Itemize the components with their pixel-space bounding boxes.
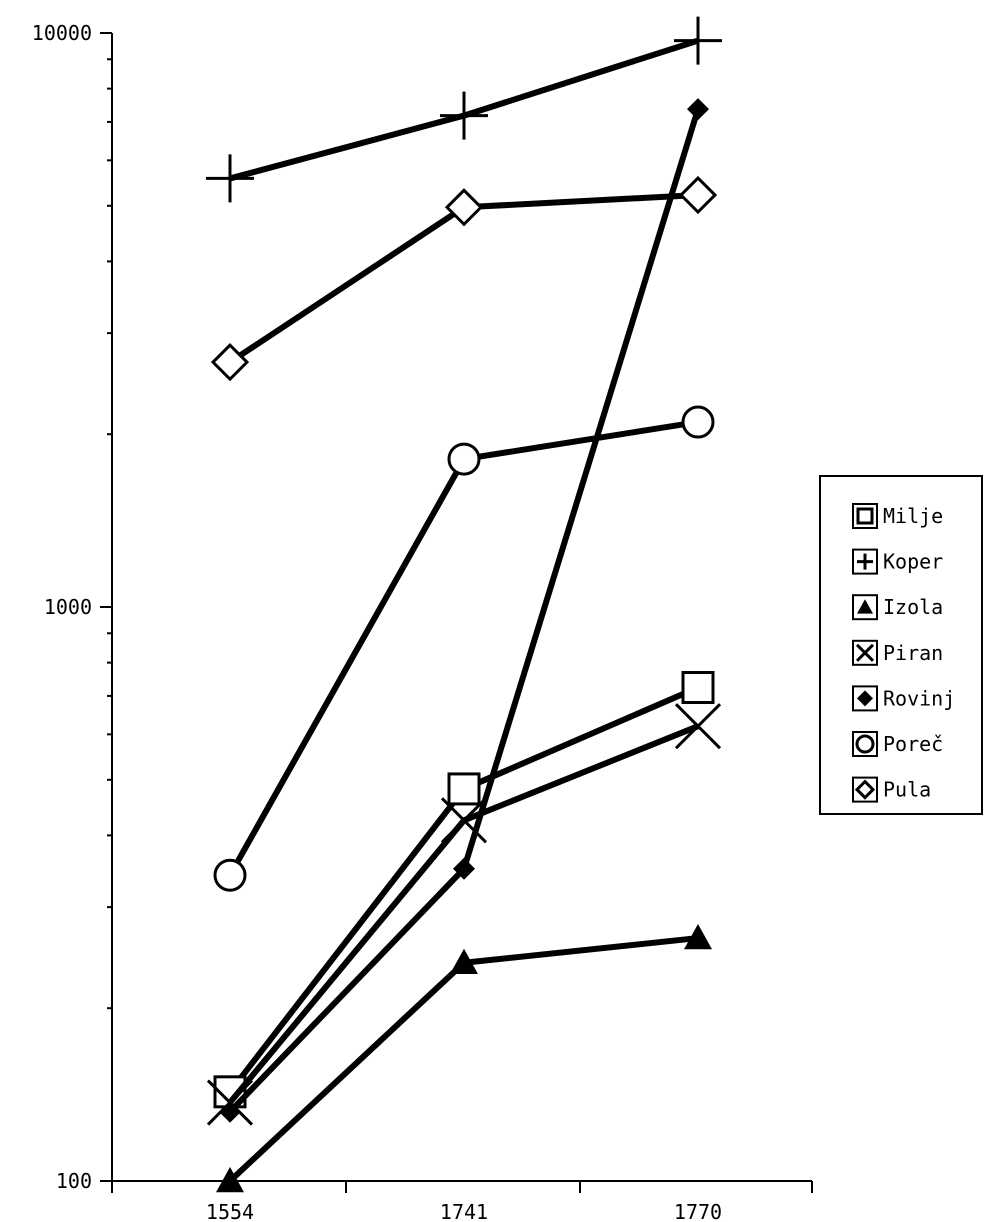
data-point-izola: [684, 924, 712, 950]
legend-marker-izola: [857, 599, 873, 614]
legend-label-koper: Koper: [883, 550, 943, 574]
legend: Milje Koper Izola Piran Rovinj Poreč Pula: [819, 475, 983, 815]
legend-marker-piran: [855, 643, 875, 662]
data-point-milje: [447, 772, 481, 806]
series-line-izola: [227, 935, 699, 1184]
legend-marker-rovinj: [857, 690, 873, 707]
data-point-izola: [450, 948, 478, 974]
y-tick-label: 100: [56, 1169, 92, 1193]
legend-label-pore: Poreč: [883, 732, 943, 756]
data-point-pula: [210, 343, 250, 382]
y-tick-label: 10000: [32, 21, 92, 45]
legend-box: [819, 475, 983, 815]
data-point-pore: [681, 405, 715, 439]
legend-label-piran: Piran: [883, 641, 943, 665]
legend-marker-milje: [856, 507, 874, 525]
x-tick-label: 1554: [206, 1200, 254, 1222]
legend-label-izola: Izola: [883, 595, 943, 619]
series-line-pore: [227, 419, 699, 877]
data-point-milje: [681, 671, 715, 705]
data-point-rovinj: [453, 857, 475, 880]
data-point-piran: [674, 703, 722, 750]
data-point-rovinj: [687, 98, 709, 121]
series-izola: [216, 924, 712, 1193]
data-point-piran: [440, 797, 488, 844]
legend-marker-pula: [854, 779, 876, 800]
data-point-pore: [213, 858, 247, 892]
data-point-pula: [678, 175, 718, 215]
data-point-izola: [216, 1167, 244, 1193]
legend-label-pula: Pula: [883, 778, 931, 802]
series-pore: [213, 405, 715, 892]
series-milje: [213, 671, 715, 1109]
legend-label-rovinj: Rovinj: [883, 686, 955, 710]
series-piran: [206, 703, 722, 1126]
x-tick-label: 1741: [440, 1200, 488, 1222]
legend-marker-pore: [855, 734, 875, 754]
series-rovinj: [219, 98, 709, 1123]
series-pula: [210, 175, 718, 382]
legend-marker-koper: [857, 553, 873, 570]
legend-label-milje: Milje: [883, 504, 943, 528]
data-point-pore: [447, 442, 481, 476]
data-point-pula: [444, 188, 484, 227]
data-point-koper: [674, 16, 722, 65]
data-point-koper: [206, 154, 254, 203]
series-group: [206, 16, 722, 1193]
data-point-koper: [440, 91, 488, 140]
y-tick-label: 1000: [44, 595, 92, 619]
data-point-rovinj: [219, 1100, 241, 1123]
x-tick-label: 1770: [674, 1200, 722, 1222]
series-koper: [206, 16, 722, 203]
